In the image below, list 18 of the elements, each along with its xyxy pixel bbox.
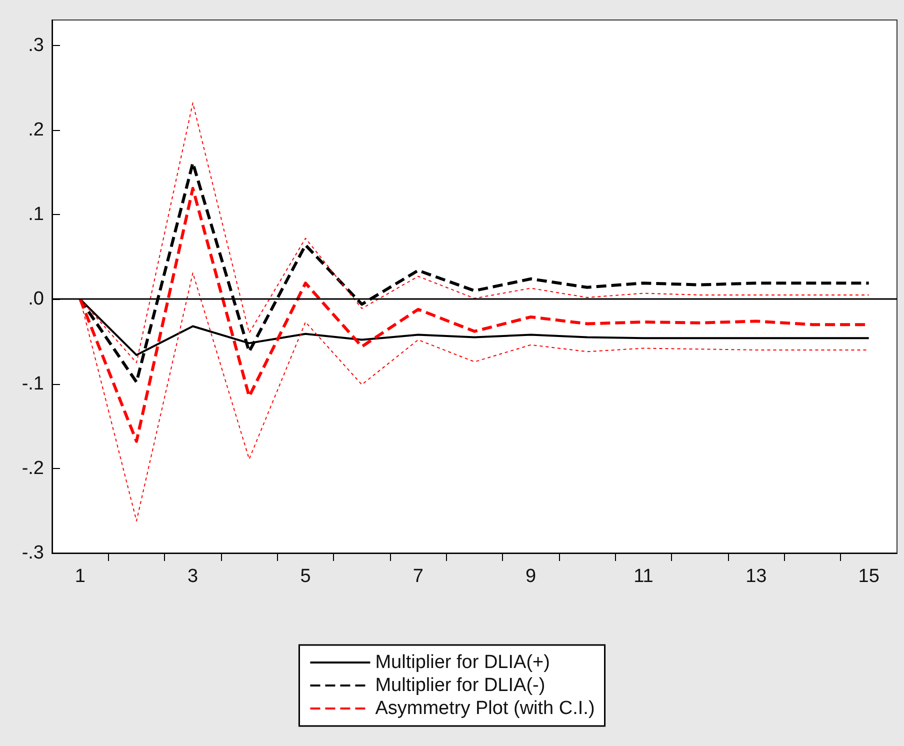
y-tick-label: -.2	[22, 458, 44, 479]
y-tick-label: -.3	[22, 542, 44, 564]
x-tick-label: 11	[634, 566, 654, 587]
x-tick-label: 5	[300, 566, 311, 587]
x-tick-label: 3	[188, 566, 198, 587]
y-tick-label: .2	[28, 119, 44, 140]
legend-label: Asymmetry Plot (with C.I.)	[375, 698, 595, 719]
y-tick-label: .0	[28, 288, 44, 310]
x-tick-label: 1	[74, 566, 86, 587]
y-tick-label: .3	[28, 34, 44, 56]
x-tick-label: 7	[412, 566, 424, 587]
x-tick-label: 15	[858, 566, 880, 587]
x-tick-label: 9	[526, 566, 536, 587]
y-tick-label: .1	[28, 204, 44, 226]
x-tick-label: 13	[746, 566, 767, 587]
legend-label: Multiplier for DLIA(-)	[375, 675, 546, 696]
legend-label: Multiplier for DLIA(+)	[375, 652, 550, 673]
y-tick-label: -.1	[22, 373, 44, 394]
